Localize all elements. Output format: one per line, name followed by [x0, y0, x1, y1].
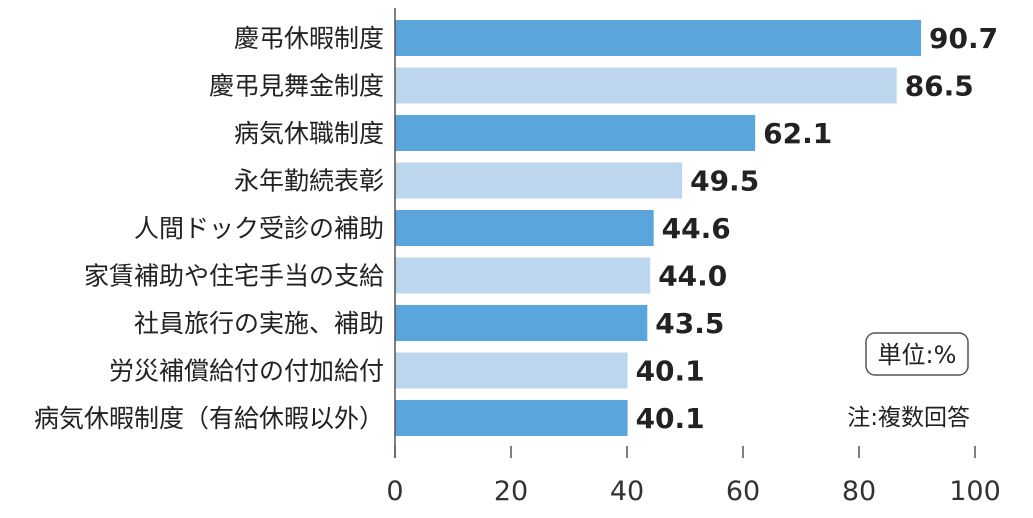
value-label: 40.1	[636, 355, 705, 388]
x-tick-label: 60	[726, 476, 760, 507]
note-label: 注:複数回答	[847, 405, 970, 431]
category-label: 永年勤続表彰	[234, 167, 384, 196]
x-tick-label: 80	[842, 476, 876, 507]
bar	[395, 162, 683, 199]
value-label: 49.5	[690, 165, 759, 198]
bar	[395, 257, 651, 294]
category-label: 病気休職制度	[234, 119, 384, 148]
category-label: 人間ドック受診の補助	[134, 214, 384, 243]
category-label: 慶弔休暇制度	[234, 24, 384, 53]
category-label: 病気休暇制度（有給休暇以外）	[34, 404, 384, 433]
value-label: 44.0	[658, 260, 727, 293]
category-label: 労災補償給付の付加給付	[109, 357, 384, 386]
unit-box: 単位:%	[865, 332, 969, 376]
value-label: 90.7	[929, 22, 998, 55]
category-label: 慶弔見舞金制度	[209, 72, 384, 101]
unit-label: 単位:%	[878, 341, 957, 369]
bar	[395, 400, 628, 436]
bar	[395, 210, 654, 246]
category-label: 社員旅行の実施、補助	[134, 309, 384, 338]
category-label: 家賃補助や住宅手当の支給	[84, 262, 384, 291]
value-label: 43.5	[655, 307, 724, 340]
x-tick-label: 100	[949, 476, 1001, 507]
bar	[395, 20, 922, 56]
x-tick-label: 0	[386, 476, 403, 507]
bar	[395, 67, 897, 104]
bar	[395, 352, 628, 389]
category-labels: 慶弔休暇制度慶弔見舞金制度病気休職制度永年勤続表彰人間ドック受診の補助家賃補助や…	[34, 24, 384, 433]
value-label: 86.5	[905, 70, 974, 103]
bar	[395, 305, 648, 341]
value-label: 40.1	[636, 402, 705, 435]
value-label: 44.6	[662, 212, 731, 245]
value-labels: 90.7 86.5 62.149.5 44.6 44.0 43.5 40.1 40.1	[636, 22, 999, 435]
x-tick-label: 40	[610, 476, 644, 507]
bars	[395, 20, 922, 436]
bar	[395, 115, 756, 151]
x-axis-ticks: 0 20 40 60 80 100	[386, 446, 1001, 507]
x-tick-label: 20	[494, 476, 528, 507]
value-label: 62.1	[763, 117, 832, 150]
unit-box-frame	[865, 332, 969, 376]
